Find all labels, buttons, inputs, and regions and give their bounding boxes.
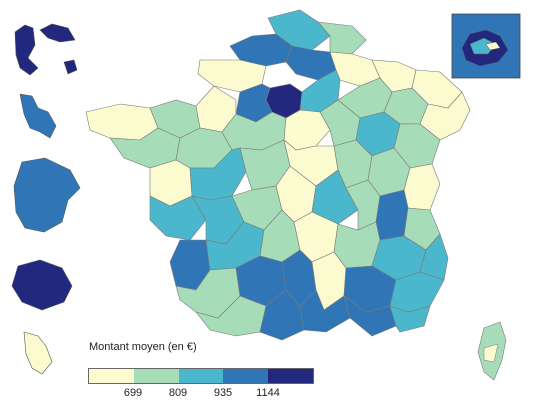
- region-reunion: [11, 259, 73, 311]
- legend-color-scale: [88, 368, 314, 384]
- region-guyane: [13, 157, 81, 233]
- legend-swatch-1: [89, 369, 134, 383]
- legend-break-1: 699: [123, 387, 143, 399]
- region-mayotte: [23, 331, 53, 375]
- region-guadeloupe: [14, 23, 78, 76]
- legend-swatch-2: [133, 369, 179, 383]
- legend-title: Montant moyen (en €): [89, 341, 197, 353]
- metropolitan-france: [85, 9, 471, 341]
- legend-swatch-3: [178, 369, 224, 383]
- paris-inset: [451, 13, 521, 79]
- legend-swatch-4: [223, 369, 269, 383]
- legend-break-3: 935: [213, 387, 233, 399]
- legend-swatch-5: [268, 369, 313, 383]
- region-martinique: [19, 93, 57, 139]
- legend-break-4: 1144: [256, 387, 280, 399]
- legend-break-2: 809: [168, 387, 188, 399]
